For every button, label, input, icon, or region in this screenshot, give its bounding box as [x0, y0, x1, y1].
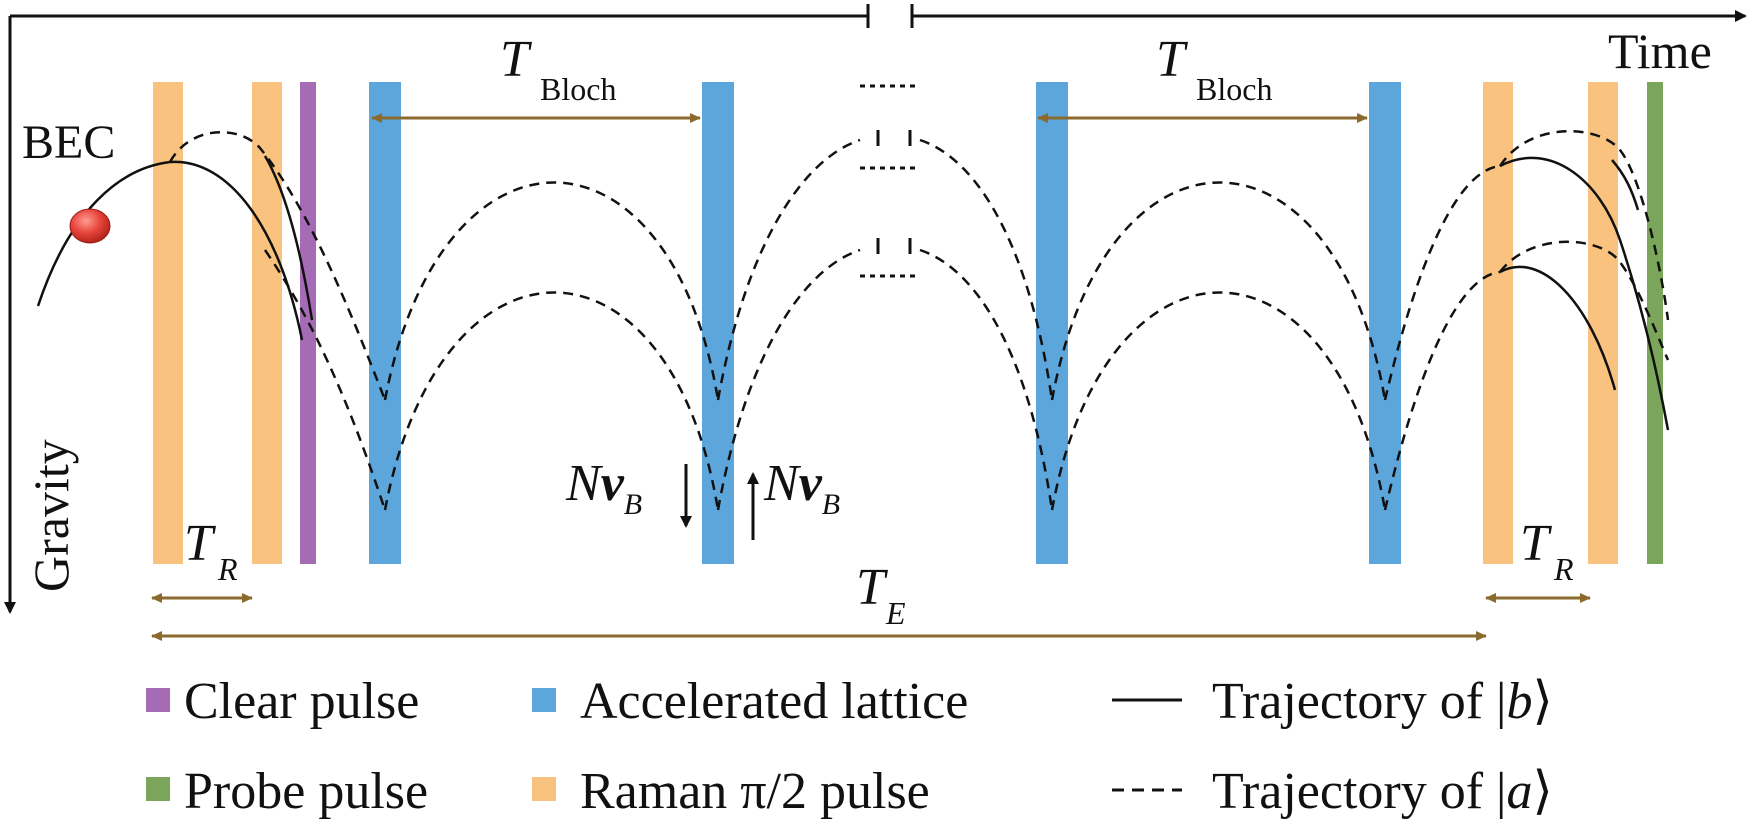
- trajectory-a-arc-0-low: [263, 249, 387, 511]
- t-r-left-sub: R: [217, 551, 238, 587]
- legend-probe-label: Probe pulse: [184, 763, 428, 820]
- trajectory-a-arc-0: [168, 130, 387, 401]
- legend-probe-swatch: [146, 777, 170, 801]
- t-r-left-main: T: [184, 515, 216, 572]
- t-bloch-right: T Bloch: [1037, 31, 1368, 123]
- trajectory-a-arc-5-upper: [1383, 164, 1501, 401]
- t-bloch-left-sub: Bloch: [540, 71, 616, 107]
- t-r-right: T R: [1485, 515, 1591, 603]
- legend-clear-swatch: [146, 688, 170, 712]
- t-e-main: T: [856, 559, 888, 616]
- trajectory-a-end-upper: [1498, 129, 1670, 321]
- t-bloch-right-main: T: [1156, 31, 1188, 88]
- lattice-pulse-1: [369, 82, 401, 564]
- t-r-right-main: T: [1520, 515, 1552, 572]
- lattice-pulse-4: [1369, 82, 1401, 564]
- trajectory-b-branch: [263, 155, 314, 321]
- time-label: Time: [1608, 23, 1712, 79]
- legend-raman-swatch: [532, 777, 556, 801]
- trajectory-a-arc-2-upper: [716, 138, 861, 401]
- break-ticks: [876, 130, 912, 254]
- trajectories: [36, 129, 1670, 511]
- t-r-right-sub: R: [1553, 551, 1574, 587]
- trajectory-b-end-tail: [1611, 159, 1640, 211]
- raman-pulse-1: [153, 82, 183, 564]
- legend-clear-label: Clear pulse: [184, 673, 419, 730]
- legend-lattice-swatch: [532, 688, 556, 712]
- velocity-kick: NvB NvB: [565, 455, 840, 540]
- trajectory-a-arc-3-lower: [919, 248, 1054, 511]
- legend: Clear pulse Probe pulse Accelerated latt…: [146, 673, 1553, 820]
- t-bloch-left: T Bloch: [371, 31, 701, 123]
- trajectory-a-arc-2-lower: [716, 248, 861, 511]
- pulses: [153, 82, 1663, 564]
- bec-label: BEC: [22, 116, 115, 169]
- raman-pulse-3: [1483, 82, 1513, 564]
- clear-pulse-bar: [300, 82, 316, 564]
- t-bloch-right-sub: Bloch: [1196, 71, 1272, 107]
- trajectory-a-arc-4-lower: [1050, 291, 1387, 511]
- gravity-label: Gravity: [23, 439, 79, 592]
- trajectory-a-arc-4-upper: [1050, 181, 1387, 401]
- legend-traj-a-label: Trajectory of |a⟩: [1212, 763, 1553, 820]
- trajectory-b-end-lower: [1499, 265, 1617, 391]
- axes: Time Gravity: [4, 4, 1747, 614]
- trajectory-a-arc-5-lower: [1383, 270, 1501, 511]
- nv-up-label: NvB: [763, 455, 840, 521]
- t-r-left: T R: [151, 515, 253, 603]
- lattice-pulse-3: [1036, 82, 1068, 564]
- nv-down-label: NvB: [565, 455, 642, 521]
- trajectory-a-arc-3-upper: [919, 138, 1054, 401]
- trajectory-a-arc-1-upper: [383, 181, 720, 401]
- t-e: T E: [151, 559, 1487, 641]
- probe-pulse-bar: [1647, 82, 1663, 564]
- t-e-sub: E: [885, 595, 906, 631]
- t-bloch-left-main: T: [500, 31, 532, 88]
- lattice-pulse-2: [702, 82, 734, 564]
- legend-lattice-label: Accelerated lattice: [580, 673, 968, 730]
- trajectory-b-end-upper: [1499, 156, 1670, 431]
- raman-pulse-2: [252, 82, 282, 564]
- raman-pulse-4: [1588, 82, 1618, 564]
- break-dots: [860, 84, 920, 278]
- bec-atom: [69, 208, 111, 244]
- legend-traj-b-label: Trajectory of |b⟩: [1212, 673, 1553, 730]
- trajectory-a-end-lower: [1499, 240, 1670, 361]
- legend-raman-label: Raman π/2 pulse: [580, 763, 930, 820]
- trajectory-a-arc-1-lower: [383, 291, 720, 511]
